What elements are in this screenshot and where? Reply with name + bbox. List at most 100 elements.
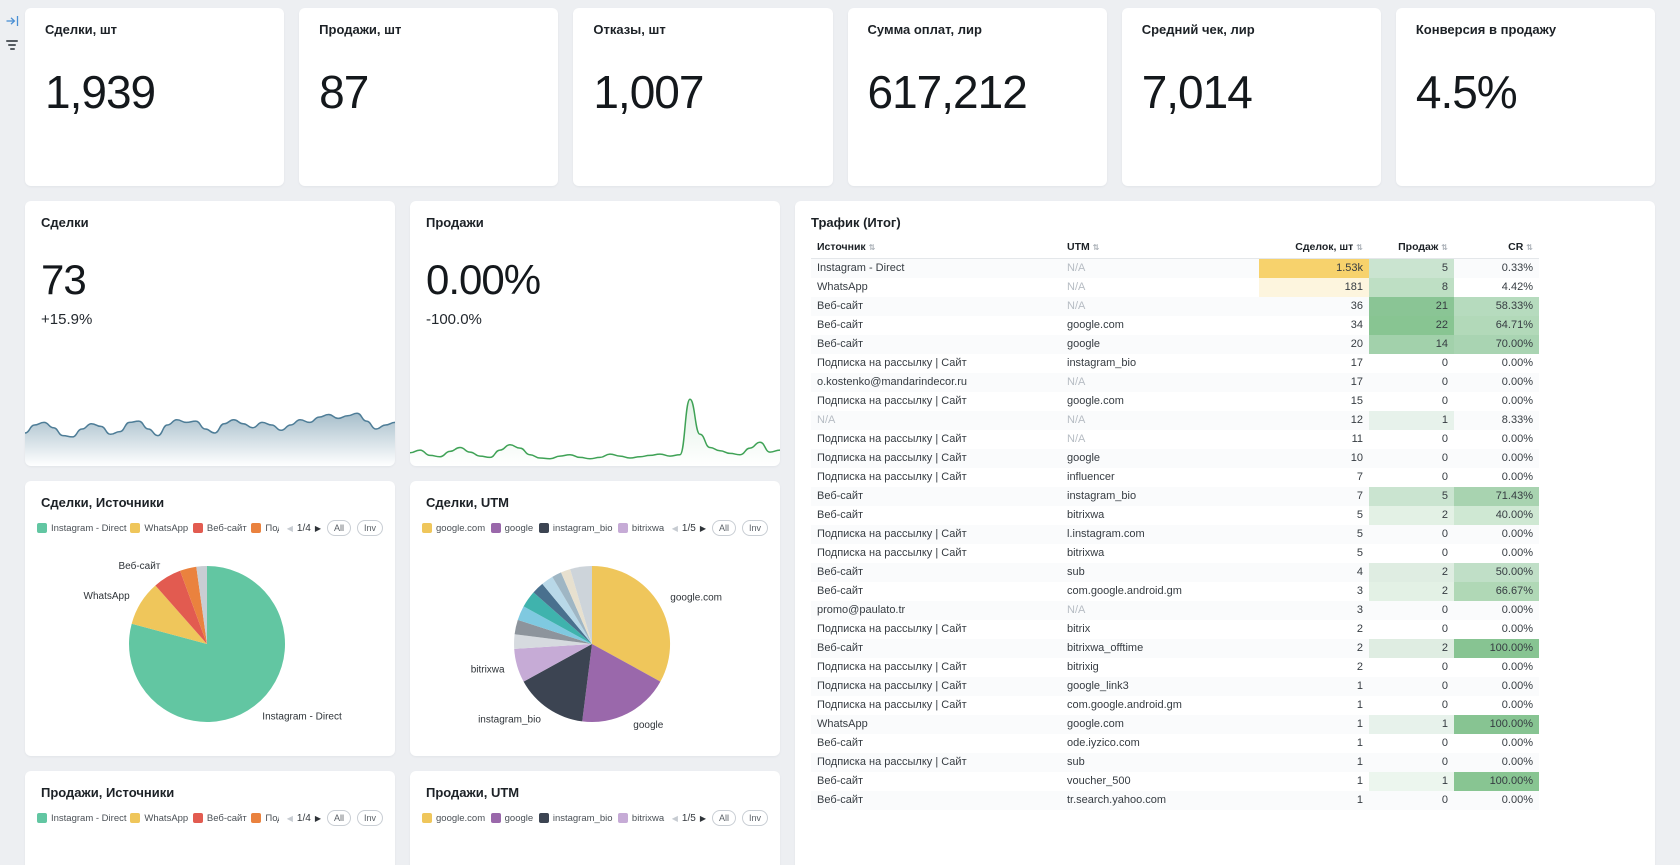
legend-item[interactable]: bitrixwa xyxy=(617,523,664,534)
table-row[interactable]: Веб-сайт bitrixwa 5 2 40.00% xyxy=(811,505,1539,525)
table-row[interactable]: Подписка на рассылку | Сайт instagram_bio… xyxy=(811,354,1539,373)
table-row[interactable]: Подписка на рассылку | Сайт bitrix 2 0 0.00% xyxy=(811,620,1539,639)
pie-slice[interactable] xyxy=(129,566,286,722)
pie-slice[interactable] xyxy=(561,569,592,644)
legend-item[interactable]: google xyxy=(490,523,533,534)
legend-next-icon[interactable]: ▶ xyxy=(314,813,321,823)
table-row[interactable]: Подписка на рассылку | Сайт bitrixwa 5 0 0.0… xyxy=(811,544,1539,563)
pie-slice[interactable] xyxy=(570,566,592,644)
legend-item[interactable]: WhatsApp xyxy=(130,813,188,824)
cell-cr: 0.00% xyxy=(1501,528,1533,540)
legend-inv-button[interactable]: Inv xyxy=(356,520,383,536)
legend-item[interactable]: Веб-сайт xyxy=(192,523,247,534)
legend-item[interactable]: Подписка на рассылку | Сайт xyxy=(251,523,279,534)
table-row[interactable]: Веб-сайт N/A 36 21 58.33% xyxy=(811,296,1539,316)
table-row[interactable]: WhatsApp google.com 1 1 100.00% xyxy=(811,714,1539,734)
legend-all-button[interactable]: All xyxy=(326,810,351,826)
legend-item[interactable]: WhatsApp xyxy=(130,523,188,534)
table-row[interactable]: Подписка на рассылку | Сайт google 10 0 0.00… xyxy=(811,448,1539,468)
sort-icon[interactable]: ⇅ xyxy=(1092,243,1100,252)
collapse-panel-icon[interactable] xyxy=(4,14,20,28)
table-row[interactable]: Instagram - Direct N/A 1.53k 5 0.33% xyxy=(811,258,1539,278)
table-row[interactable]: WhatsApp N/A 181 8 4.42% xyxy=(811,277,1539,297)
table-row[interactable]: Подписка на рассылку | Сайт sub 1 0 0.00% xyxy=(811,752,1539,772)
table-row[interactable]: Веб-сайт tr.search.yahoo.com 1 0 0.00% xyxy=(811,790,1539,810)
legend-prev-icon[interactable]: ◀ xyxy=(671,813,678,823)
legend-inv-button[interactable]: Inv xyxy=(356,810,383,826)
pie-slice[interactable] xyxy=(196,565,207,644)
legend-prev-icon[interactable]: ◀ xyxy=(671,523,678,533)
legend-item[interactable]: google xyxy=(490,813,533,824)
column-header[interactable]: Сделок, шт ⇅ xyxy=(1259,236,1369,259)
pie-slice[interactable] xyxy=(514,619,592,644)
pie-slice[interactable] xyxy=(180,566,207,644)
table-row[interactable]: Подписка на рассылку | Сайт l.instagram.c… xyxy=(811,524,1539,544)
table-row[interactable]: Веб-сайт bitrixwa_offtime 2 2 100.00% xyxy=(811,638,1539,658)
pie-slice[interactable] xyxy=(523,644,592,722)
kpi-card-average-check: Средний чек, лир 7,014 xyxy=(1121,8,1381,186)
legend-pagination: ◀ 1/4 ▶ xyxy=(287,813,321,824)
filter-icon[interactable] xyxy=(4,38,20,52)
table-row[interactable]: Подписка на рассылку | Сайт google_link3 1… xyxy=(811,676,1539,696)
legend-item[interactable]: instagram_bio xyxy=(538,813,613,824)
legend-next-icon[interactable]: ▶ xyxy=(699,523,706,533)
table-row[interactable]: Веб-сайт com.google.android.gm 3 2 66.67% xyxy=(811,581,1539,601)
column-header[interactable]: CR ⇅ xyxy=(1454,236,1539,259)
table-row[interactable]: Подписка на рассылку | Сайт influencer 7 0 0… xyxy=(811,468,1539,487)
pie-slice[interactable] xyxy=(514,644,592,682)
cell-cr: 0.00% xyxy=(1501,471,1533,483)
table-row[interactable]: Веб-сайт sub 4 2 50.00% xyxy=(811,562,1539,582)
legend-item[interactable]: Instagram - Direct xyxy=(37,813,127,824)
table-row[interactable]: N/A N/A 12 1 8.33% xyxy=(811,410,1539,430)
legend-item[interactable]: bitrixwa xyxy=(617,813,664,824)
table-row[interactable]: Подписка на рассылку | Сайт N/A 11 0 0.00% xyxy=(811,430,1539,449)
legend-item[interactable]: instagram_bio xyxy=(538,523,613,534)
pie-slice[interactable] xyxy=(542,576,592,644)
legend-all-button[interactable]: All xyxy=(711,520,736,536)
table-row[interactable]: Подписка на рассылку | Сайт bitrixig 2 0 0.0… xyxy=(811,658,1539,677)
table-row[interactable]: Веб-сайт ode.iyzico.com 1 0 0.00% xyxy=(811,734,1539,753)
pie-slice[interactable] xyxy=(523,592,592,644)
column-header[interactable]: Источник ⇅ xyxy=(811,236,1061,259)
sort-icon[interactable]: ⇅ xyxy=(1441,243,1448,252)
legend-item[interactable]: google.com xyxy=(422,813,485,824)
pie-slice[interactable] xyxy=(592,566,671,682)
sort-icon[interactable]: ⇅ xyxy=(1526,243,1533,252)
cell-utm: com.google.android.gm xyxy=(1067,585,1182,597)
legend-item[interactable]: google.com xyxy=(422,523,485,534)
legend-inv-button[interactable]: Inv xyxy=(742,520,769,536)
table-row[interactable]: o.kostenko@mandarindecor.ru N/A 17 0 0.00% xyxy=(811,372,1539,392)
table-row[interactable]: promo@paulato.tr N/A 3 0 0.00% xyxy=(811,600,1539,620)
pie-slice[interactable] xyxy=(582,644,661,723)
kpi-card-rejections: Отказы, шт 1,007 xyxy=(573,8,833,186)
table-row[interactable]: Веб-сайт google.com 34 22 64.71% xyxy=(811,315,1539,335)
legend-item[interactable]: Подписка на рассылку | Сайт xyxy=(251,813,279,824)
sort-icon[interactable]: ⇅ xyxy=(868,243,876,252)
chart-legend: google.com google instagram_bio bitrixwa ◀ 1/… xyxy=(410,510,780,536)
table-row[interactable]: Веб-сайт instagram_bio 7 5 71.43% xyxy=(811,486,1539,506)
pie-slice[interactable] xyxy=(517,606,592,644)
legend-prev-icon[interactable]: ◀ xyxy=(286,813,293,823)
pie-slice[interactable] xyxy=(533,583,593,644)
legend-prev-icon[interactable]: ◀ xyxy=(286,523,293,533)
table-row[interactable]: Веб-сайт voucher_500 1 1 100.00% xyxy=(811,771,1539,791)
legend-next-icon[interactable]: ▶ xyxy=(314,523,321,533)
column-header[interactable]: UTM ⇅ xyxy=(1061,236,1259,259)
legend-inv-button[interactable]: Inv xyxy=(742,810,769,826)
pie-slice[interactable] xyxy=(552,572,592,644)
table-row[interactable]: Подписка на рассылку | Сайт com.google.an… xyxy=(811,696,1539,715)
cell-cr: 0.33% xyxy=(1501,262,1533,275)
legend-next-icon[interactable]: ▶ xyxy=(699,813,706,823)
legend-all-button[interactable]: All xyxy=(711,810,736,826)
legend-item[interactable]: Instagram - Direct xyxy=(37,523,127,534)
cell-cr: 58.33% xyxy=(1454,296,1539,316)
pie-slice[interactable] xyxy=(514,634,592,649)
pie-slice[interactable] xyxy=(155,570,207,644)
table-row[interactable]: Подписка на рассылку | Сайт google.com 15 0… xyxy=(811,392,1539,411)
sort-icon[interactable]: ⇅ xyxy=(1356,243,1363,252)
column-header[interactable]: Продаж ⇅ xyxy=(1369,236,1454,259)
legend-all-button[interactable]: All xyxy=(326,520,351,536)
legend-item[interactable]: Веб-сайт xyxy=(192,813,247,824)
pie-slice[interactable] xyxy=(131,585,207,645)
table-row[interactable]: Веб-сайт google 20 14 70.00% xyxy=(811,334,1539,354)
